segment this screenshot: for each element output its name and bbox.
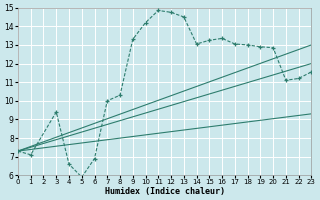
X-axis label: Humidex (Indice chaleur): Humidex (Indice chaleur) [105, 187, 225, 196]
